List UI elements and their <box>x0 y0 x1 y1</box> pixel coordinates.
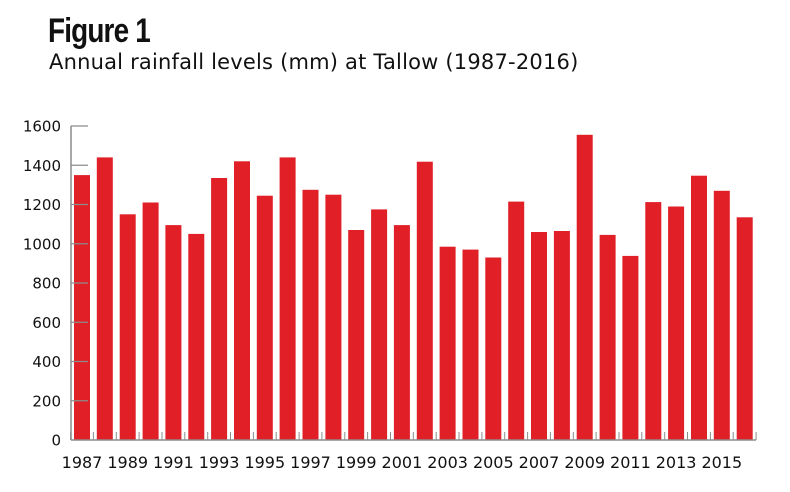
bar-2013: 2013: 1190 mm <box>668 206 685 440</box>
bar-1987: 1987: 1350 mm <box>74 175 90 440</box>
x-tick-label-2003: 2003 <box>427 453 468 472</box>
x-tick-label-1991: 1991 <box>153 453 194 472</box>
x-tick-label-1993: 1993 <box>199 453 240 472</box>
bar-2015: 2015: 1270 mm <box>713 190 730 440</box>
bar-2012: 2012: 1212 mm <box>645 202 662 440</box>
bar-2009: 2009: 1555 mm <box>576 134 593 441</box>
bar-1991: 1991: 1095 mm <box>165 225 182 440</box>
bar-2014: 2014: 1347 mm <box>691 175 707 440</box>
y-tick-label-1400: 1400 <box>23 157 61 175</box>
y-tick-label-1200: 1200 <box>23 196 61 214</box>
bar-1988: 1988: 1440 mm <box>96 157 113 440</box>
bar-2002: 2002: 1418 mm <box>416 161 433 440</box>
x-tick-label-2009: 2009 <box>564 453 605 472</box>
bar-1990: 1990: 1210 mm <box>142 202 159 440</box>
bar-1994: 1994: 1420 mm <box>234 161 250 441</box>
bar-1997: 1997: 1275 mm <box>302 189 319 440</box>
x-tick-label-1995: 1995 <box>244 453 285 472</box>
chart-title: Annual rainfall levels (mm) at Tallow (1… <box>49 50 579 74</box>
bar-2003: 2003: 985 mm <box>439 246 456 440</box>
y-tick-label-200: 200 <box>32 392 61 410</box>
x-axis: 1987 1989 1991 1993 1995 1997 1999 2001 2003 2005… <box>62 432 757 472</box>
y-tick-label-800: 800 <box>32 275 61 293</box>
x-tick-label-2015: 2015 <box>701 453 742 472</box>
bar-1989: 1989: 1150 mm <box>119 214 136 440</box>
bar-2001: 2001: 1095 mm <box>393 225 410 440</box>
x-tick-label-2013: 2013 <box>656 453 697 472</box>
figure-label: Figure 1 <box>48 12 151 50</box>
y-axis: 0 200 400 600 800 1000 1200 1400 1600 <box>23 118 88 450</box>
x-tick-label-2001: 2001 <box>382 453 423 472</box>
bar-2016: 2016: 1135 mm <box>736 217 753 440</box>
y-tick-label-1600: 1600 <box>23 118 61 136</box>
x-tick-label-2005: 2005 <box>473 453 514 472</box>
x-tick-label-1999: 1999 <box>336 453 377 472</box>
bar-2010: 2010: 1045 mm <box>599 234 616 440</box>
bars-group: 1987: 1350 mm 1988: 1440 mm 1989: 1150 mm 1… <box>74 134 753 441</box>
x-tick-label-1987: 1987 <box>62 453 103 472</box>
x-tick-label-1997: 1997 <box>290 453 331 472</box>
bar-2011: 2011: 938 mm <box>622 255 639 440</box>
bar-1999: 1999: 1070 mm <box>348 230 365 440</box>
bar-1998: 1998: 1250 mm <box>325 194 342 440</box>
bar-2006: 2006: 1215 mm <box>508 201 525 440</box>
bar-1993: 1993: 1335 mm <box>211 178 228 440</box>
bar-1992: 1992: 1050 mm <box>188 233 205 440</box>
bar-2000: 2000: 1175 mm <box>371 209 388 440</box>
x-tick-label-2007: 2007 <box>519 453 560 472</box>
bar-2007: 2007: 1060 mm <box>531 232 547 440</box>
y-tick-label-600: 600 <box>32 314 61 332</box>
bar-2008: 2008: 1065 mm <box>553 231 570 440</box>
x-tick-label-2011: 2011 <box>610 453 651 472</box>
y-tick-label-1000: 1000 <box>23 235 61 253</box>
y-tick-label-400: 400 <box>32 353 61 371</box>
bar-1996: 1996: 1440 mm <box>279 157 296 440</box>
y-tick-label-0: 0 <box>51 432 61 450</box>
bar-1995: 1995: 1245 mm <box>256 195 273 440</box>
x-tick-label-1989: 1989 <box>107 453 148 472</box>
bar-2005: 2005: 930 mm <box>485 257 502 440</box>
